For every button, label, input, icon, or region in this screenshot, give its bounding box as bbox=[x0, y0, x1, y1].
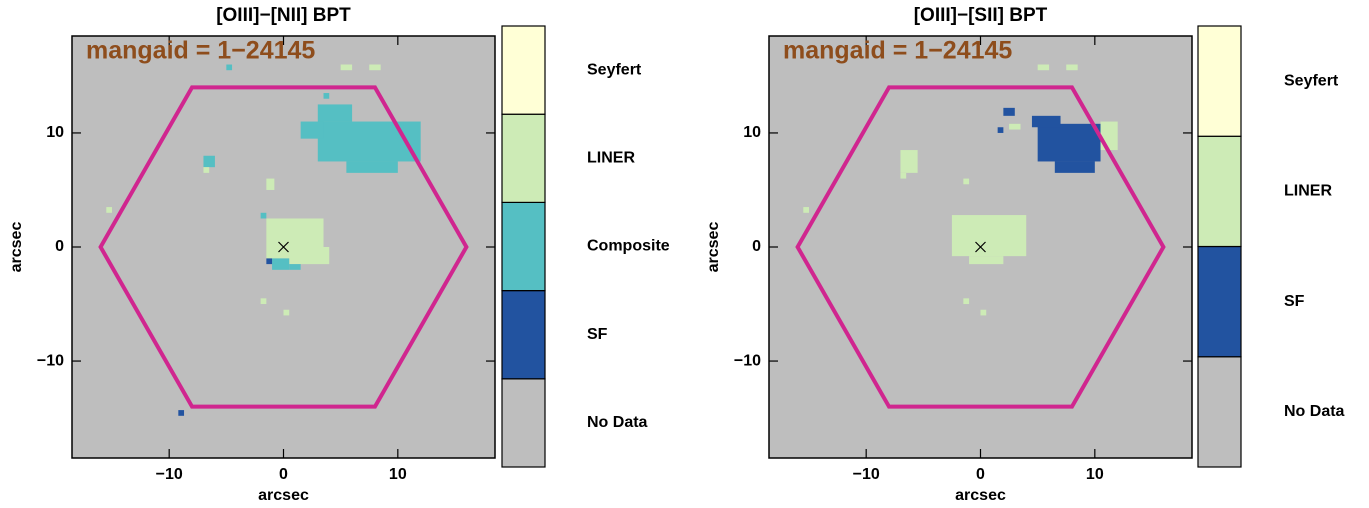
spaxel-region bbox=[317, 121, 421, 162]
annotation: mangaid = 1−24145 bbox=[783, 37, 1012, 65]
colorbar-label: Composite bbox=[587, 238, 670, 255]
spaxel-region bbox=[289, 247, 330, 265]
colorbar-segment bbox=[1197, 245, 1242, 358]
spaxel-region bbox=[803, 207, 810, 213]
colorbar-segment bbox=[1197, 356, 1242, 468]
ifu-footprint bbox=[98, 85, 469, 409]
y-axis-label: arcsec bbox=[705, 222, 722, 273]
spaxel-region bbox=[106, 207, 113, 213]
spaxel-region bbox=[300, 121, 324, 139]
chart-title: [OIII]−[NII] BPT bbox=[216, 5, 351, 26]
spaxel-region bbox=[260, 212, 267, 219]
x-axis-label: arcsec bbox=[955, 487, 1006, 504]
spaxel-region bbox=[203, 167, 210, 173]
spaxel-region bbox=[346, 161, 398, 173]
colorbar-label: Seyfert bbox=[1284, 72, 1339, 89]
spaxel-region bbox=[1100, 121, 1118, 151]
spaxel-region bbox=[951, 215, 1027, 257]
colorbar-label: LINER bbox=[1284, 183, 1332, 200]
colorbar-segment bbox=[501, 113, 546, 203]
colorbar-label: SF bbox=[1284, 293, 1305, 310]
spaxel-region bbox=[266, 178, 275, 190]
y-tick-label: 10 bbox=[46, 124, 64, 141]
spaxel-region bbox=[260, 298, 267, 305]
spaxel-region bbox=[283, 309, 290, 316]
y-tick-label: 10 bbox=[743, 124, 761, 141]
colorbar-label: SF bbox=[587, 326, 608, 343]
spaxel-region bbox=[1037, 123, 1101, 162]
spaxel-region bbox=[997, 127, 1004, 133]
center-marker bbox=[975, 241, 986, 253]
spaxel-region bbox=[969, 256, 1004, 265]
spaxel-region bbox=[963, 178, 970, 185]
colorbar-label: No Data bbox=[1284, 403, 1345, 420]
y-axis-label: arcsec bbox=[8, 222, 25, 273]
y-tick-label: −10 bbox=[734, 352, 761, 369]
spaxel-region bbox=[289, 264, 301, 270]
spaxel-region bbox=[900, 172, 907, 179]
center-marker bbox=[278, 241, 289, 253]
y-tick-label: 0 bbox=[55, 238, 64, 255]
spaxel-region bbox=[1031, 115, 1061, 128]
spaxel-region bbox=[317, 104, 353, 122]
colorbar-segment bbox=[501, 378, 546, 468]
colorbar-label: Seyfert bbox=[587, 61, 642, 78]
x-axis-label: arcsec bbox=[258, 487, 309, 504]
ifu-footprint bbox=[795, 85, 1166, 409]
spaxel-region bbox=[340, 64, 353, 71]
spaxel-region bbox=[226, 64, 233, 71]
spaxel-region bbox=[323, 93, 330, 99]
spaxel-region bbox=[900, 150, 918, 173]
x-tick-label: 10 bbox=[389, 466, 407, 483]
spaxel-region bbox=[1054, 161, 1095, 173]
x-tick-label: 0 bbox=[976, 466, 985, 483]
spaxel-region bbox=[203, 155, 215, 168]
spaxel-region bbox=[1066, 64, 1078, 71]
colorbar-segment bbox=[1197, 25, 1242, 137]
colorbar-segment bbox=[501, 290, 546, 380]
y-tick-label: −10 bbox=[37, 352, 64, 369]
x-tick-label: −10 bbox=[156, 466, 183, 483]
y-tick-label: 0 bbox=[752, 238, 761, 255]
spaxel-region bbox=[369, 64, 381, 71]
colorbar-segment bbox=[501, 25, 546, 115]
spaxel-region bbox=[1003, 107, 1015, 116]
spaxel-region bbox=[266, 258, 273, 265]
colorbar-label: No Data bbox=[587, 414, 648, 431]
spaxel-region bbox=[272, 258, 290, 270]
chart-title: [OIII]−[SII] BPT bbox=[914, 5, 1048, 26]
spaxel-region bbox=[963, 298, 970, 305]
spaxel-region bbox=[980, 309, 987, 316]
spaxel-region bbox=[178, 410, 185, 416]
x-tick-label: 10 bbox=[1086, 466, 1104, 483]
colorbar-segment bbox=[501, 201, 546, 292]
spaxel-region bbox=[1037, 64, 1050, 71]
x-tick-label: 0 bbox=[279, 466, 288, 483]
colorbar-segment bbox=[1197, 135, 1242, 248]
x-tick-label: −10 bbox=[853, 466, 880, 483]
annotation: mangaid = 1−24145 bbox=[86, 37, 315, 65]
spaxel-region bbox=[1009, 123, 1021, 130]
colorbar-label: LINER bbox=[587, 150, 635, 167]
